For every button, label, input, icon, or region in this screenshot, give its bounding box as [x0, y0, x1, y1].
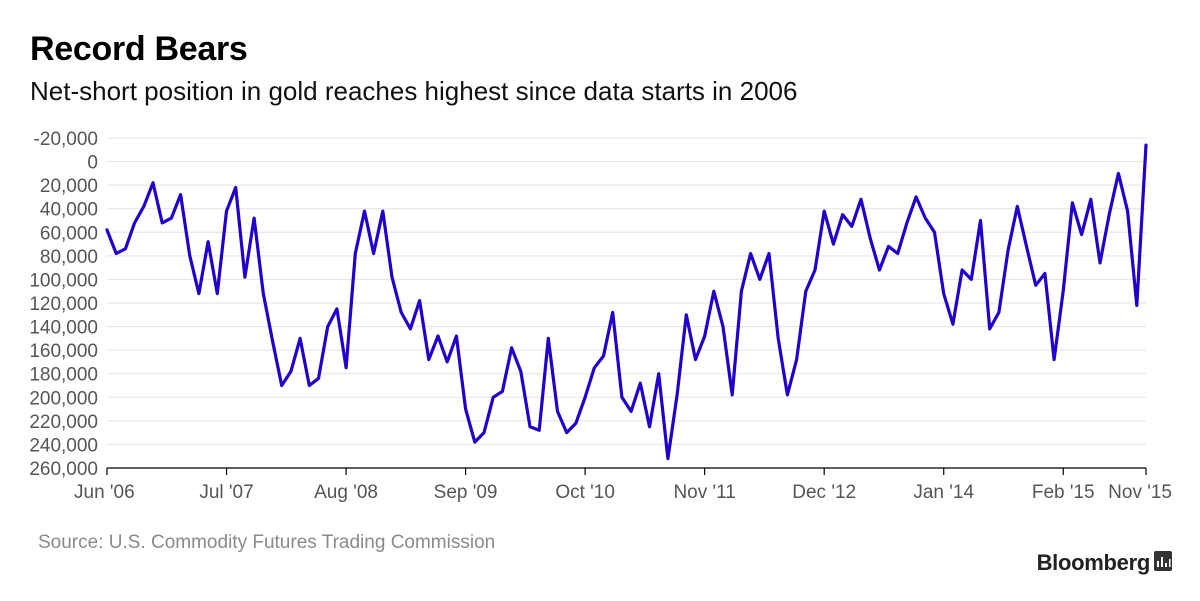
chart-subtitle: Net-short position in gold reaches highe… [30, 76, 798, 106]
x-tick-label: Nov '11 [673, 482, 735, 503]
source-note: Source: U.S. Commodity Futures Trading C… [38, 532, 496, 553]
y-tick-label: 160,000 [29, 341, 98, 362]
series-line-0 [105, 143, 1148, 461]
y-tick-label: 200,000 [29, 388, 98, 409]
y-tick-label: 40,000 [40, 200, 98, 221]
x-tick-label: Oct '10 [555, 482, 615, 503]
x-tick-label: Feb '15 [1032, 482, 1095, 503]
x-tick-label: Nov '15 [1108, 482, 1172, 503]
y-tick-label: 260,000 [29, 459, 98, 480]
x-tick-label: Jun '06 [74, 482, 135, 503]
brand-logo: Bloomberg [1037, 550, 1172, 576]
x-tick-label: Jan '14 [913, 482, 974, 503]
y-tick-label: 140,000 [29, 318, 98, 339]
x-tick-label: Aug '08 [314, 482, 378, 503]
y-tick-label: 60,000 [40, 223, 98, 244]
y-tick-label: 120,000 [29, 294, 98, 315]
brand-name: Bloomberg [1036, 550, 1151, 575]
y-tick-label: 0 [87, 153, 98, 174]
x-tick-label: Jul '07 [199, 482, 253, 503]
y-tick-label: 180,000 [29, 365, 98, 386]
x-tick-label: Dec '12 [792, 482, 856, 503]
chart-title: Record Bears [30, 30, 248, 68]
bloomberg-chart-icon [1154, 550, 1172, 576]
y-tick-label: 20,000 [40, 176, 98, 197]
y-tick-label: 80,000 [40, 247, 98, 268]
y-tick-label: 100,000 [29, 270, 98, 291]
series-lines [105, 143, 1148, 461]
y-tick-label: 220,000 [29, 412, 98, 433]
y-tick-label: -20,000 [34, 129, 98, 150]
x-tick-label: Sep '09 [434, 482, 498, 503]
y-tick-label: 240,000 [29, 435, 98, 456]
x-axis: Jun '06 Jul '07 Aug '08 Sep '09 Oct '10 Nov '… [74, 467, 1172, 503]
